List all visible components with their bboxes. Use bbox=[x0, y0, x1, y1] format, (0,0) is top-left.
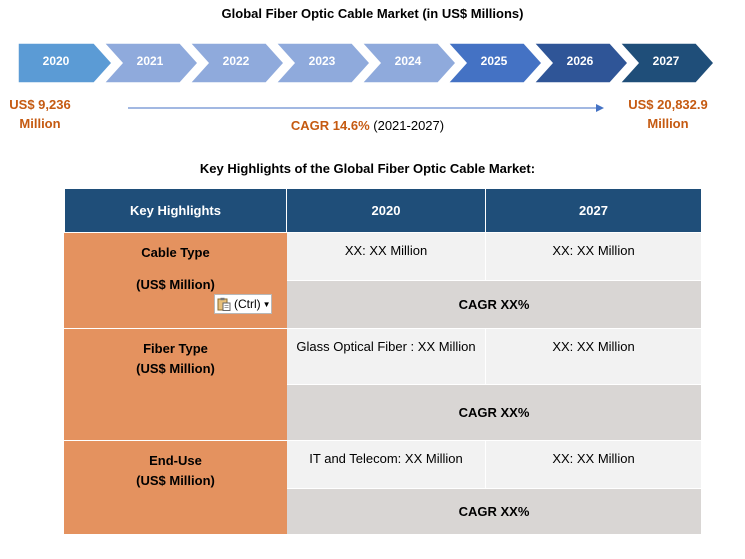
chevron-2021 bbox=[102, 43, 200, 83]
start-value-amount: US$ 9,236 bbox=[9, 97, 71, 112]
header-key-highlights: Key Highlights bbox=[64, 188, 287, 233]
timeline-year-label: 2027 bbox=[652, 54, 680, 68]
cagr-value: CAGR 14.6% bbox=[290, 118, 370, 133]
paste-options-button[interactable]: (Ctrl) ▼ bbox=[214, 294, 272, 314]
start-value-unit: Million bbox=[19, 116, 61, 131]
table-row: Fiber Type (US$ Million) Glass Optical F… bbox=[64, 328, 702, 441]
chevron-down-icon: ▼ bbox=[262, 299, 271, 309]
year-timeline: 2020 2021 2022 2023 2024 2025 2026 2027 bbox=[18, 43, 718, 83]
chevron-2027 bbox=[618, 43, 716, 83]
timeline-year-label: 2020 bbox=[42, 54, 70, 68]
timeline-year-label: 2026 bbox=[566, 54, 594, 68]
cell-2027: XX: XX Million bbox=[485, 328, 702, 385]
start-value: US$ 9,236 Million bbox=[4, 95, 76, 133]
cell-2027: XX: XX Million bbox=[485, 440, 702, 489]
chevron-2025 bbox=[446, 43, 544, 83]
chevron-2020 bbox=[18, 43, 114, 83]
timeline-year-label: 2025 bbox=[480, 54, 508, 68]
row-label-line1: Cable Type bbox=[141, 245, 210, 260]
row-label-line2: (US$ Million) bbox=[136, 277, 215, 292]
chevron-2026 bbox=[532, 43, 630, 83]
cagr-period: (2021-2027) bbox=[373, 118, 445, 133]
end-value-unit: Million bbox=[647, 116, 689, 131]
cell-2027: XX: XX Million bbox=[485, 232, 702, 281]
header-2027: 2027 bbox=[485, 188, 702, 233]
cell-2020: IT and Telecom: XX Million bbox=[286, 440, 486, 489]
table-header-row: Key Highlights 2020 2027 bbox=[64, 188, 702, 233]
timeline-year-label: 2023 bbox=[308, 54, 336, 68]
chevron-2023 bbox=[274, 43, 372, 83]
timeline-year-label: 2024 bbox=[394, 54, 422, 68]
cell-cagr: CAGR XX% bbox=[286, 384, 702, 441]
timeline-chevrons bbox=[18, 43, 716, 83]
row-label-cable-type: Cable Type (US$ Million) bbox=[64, 232, 287, 329]
chevron-2024 bbox=[360, 43, 458, 83]
table-row: CAGR XX% bbox=[65, 488, 702, 535]
highlights-table: Key Highlights 2020 2027 Cable Type (US$… bbox=[64, 188, 702, 535]
row-label-line2: (US$ Million) bbox=[136, 361, 215, 376]
timeline-year-label: 2021 bbox=[136, 54, 164, 68]
row-label-line1: Fiber Type bbox=[143, 341, 208, 356]
row-label-line2: (US$ Million) bbox=[136, 473, 215, 488]
table-title: Key Highlights of the Global Fiber Optic… bbox=[199, 161, 536, 176]
clipboard-icon bbox=[217, 297, 231, 311]
table-row: CAGR XX% bbox=[65, 280, 702, 329]
growth-arrow bbox=[128, 104, 604, 112]
timeline-year-label: 2022 bbox=[222, 54, 250, 68]
row-label-fiber-type: Fiber Type (US$ Million) bbox=[64, 328, 287, 441]
row-label-line1: End-Use bbox=[149, 453, 202, 468]
end-value: US$ 20,832.9 Million bbox=[620, 95, 716, 133]
cagr-summary: CAGR 14.6% (2021-2027) bbox=[0, 118, 735, 133]
end-value-amount: US$ 20,832.9 bbox=[628, 97, 708, 112]
cell-2020: Glass Optical Fiber : XX Million bbox=[286, 328, 486, 385]
table-row: CAGR XX% bbox=[65, 384, 702, 441]
cell-cagr: CAGR XX% bbox=[286, 280, 702, 329]
table-row: Cable Type (US$ Million) XX: XX Million … bbox=[64, 232, 702, 329]
cell-2020: XX: XX Million bbox=[286, 232, 486, 281]
cell-cagr: CAGR XX% bbox=[286, 488, 702, 535]
chevron-2022 bbox=[188, 43, 286, 83]
chart-title: Global Fiber Optic Cable Market (in US$ … bbox=[221, 6, 524, 21]
row-label-end-use: End-Use (US$ Million) bbox=[64, 440, 287, 535]
paste-options-label: (Ctrl) bbox=[234, 297, 261, 311]
table-row: End-Use (US$ Million) IT and Telecom: XX… bbox=[64, 440, 702, 535]
header-2020: 2020 bbox=[286, 188, 486, 233]
